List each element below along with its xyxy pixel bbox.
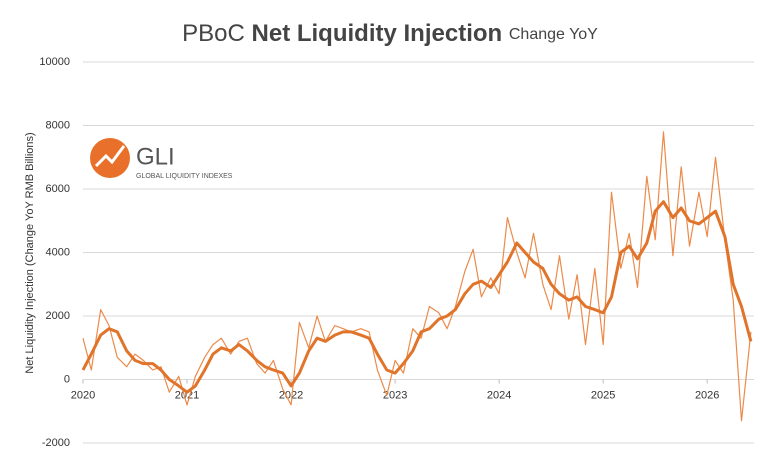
logo-tagline: GLOBAL LIQUIDITY INDEXES: [136, 173, 233, 180]
y-tick-label: -2000: [42, 437, 70, 449]
y-tick-label: 4000: [46, 246, 70, 258]
y-tick-label: 2000: [46, 310, 70, 322]
y-tick-label: 10000: [39, 56, 70, 68]
x-tick-label: 2025: [591, 389, 615, 401]
y-axis-label: Net Liquidity Injection (Change YoY RMB …: [24, 132, 36, 373]
x-tick-label: 2026: [695, 389, 719, 401]
y-tick-label: 0: [64, 373, 70, 385]
series-line: [81, 200, 753, 394]
x-tick-label: 2024: [487, 389, 511, 401]
title-suffix: Change YoY: [509, 26, 598, 43]
x-tick-label: 2020: [71, 389, 95, 401]
y-tick-label: 6000: [46, 183, 70, 195]
series-line: [82, 131, 752, 422]
logo: GLI GLOBAL LIQUIDITY INDEXES: [90, 138, 233, 180]
logo-name: GLI: [136, 143, 175, 170]
y-tick-label: 8000: [46, 119, 70, 131]
title-main: Net Liquidity Injection: [252, 20, 503, 47]
chart-title: PBoC Net Liquidity Injection Change YoY: [182, 20, 598, 47]
x-tick-label: 2021: [175, 389, 199, 401]
x-tick-label: 2023: [383, 389, 407, 401]
logo-arrow: [94, 145, 126, 168]
title-prefix: PBoC: [182, 20, 245, 47]
